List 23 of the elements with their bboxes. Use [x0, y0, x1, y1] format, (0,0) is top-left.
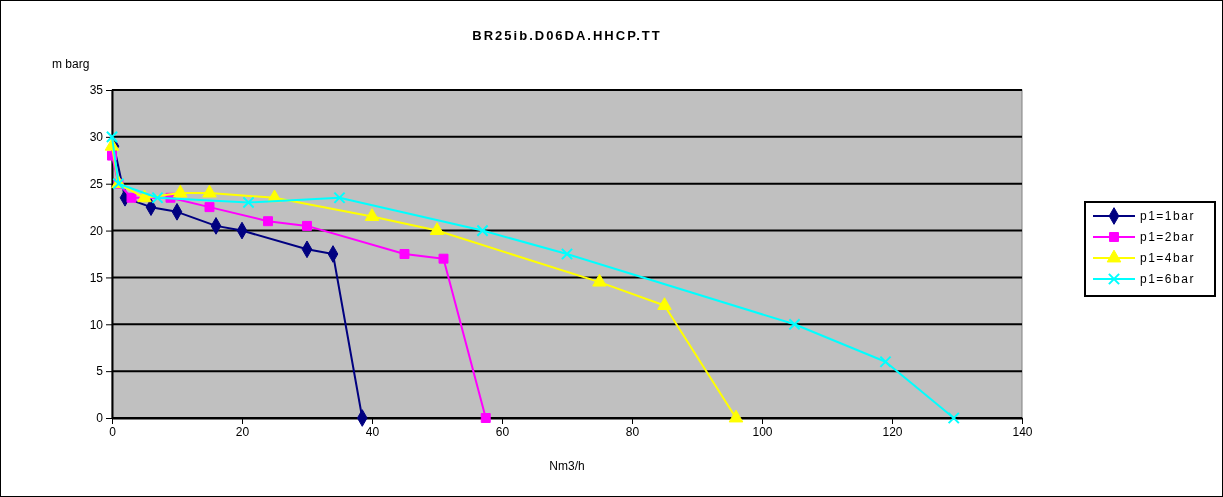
y-tick-label: 20 [89, 223, 104, 238]
y-tick-label: 0 [96, 411, 104, 426]
x-tick-label: 20 [235, 424, 250, 439]
y-tick-label: 15 [89, 270, 104, 285]
y-tick-label: 10 [89, 317, 104, 332]
x-tick-label: 100 [752, 424, 773, 439]
chart-title: BR25ib.D06DA.HHCP.TT [472, 28, 662, 43]
y-tick-label: 5 [96, 364, 104, 379]
x-axis-title: Nm3/h [549, 459, 585, 473]
y-tick-label: 35 [89, 83, 104, 98]
y-tick-label: 25 [89, 177, 104, 192]
x-tick-label: 120 [882, 424, 903, 439]
x-tick-label: 40 [365, 424, 380, 439]
x-tick-label: 140 [1012, 424, 1033, 439]
y-axis-title: m barg [52, 57, 90, 71]
x-tick-label: 60 [495, 424, 510, 439]
legend-label: p1=4bar [1140, 251, 1195, 265]
x-tick-label: 0 [109, 424, 117, 439]
x-tick-label: 80 [625, 424, 640, 439]
legend-label: p1=1bar [1140, 209, 1195, 223]
legend-label: p1=2bar [1140, 230, 1195, 244]
legend-label: p1=6bar [1140, 272, 1195, 286]
y-tick-label: 30 [89, 130, 104, 145]
